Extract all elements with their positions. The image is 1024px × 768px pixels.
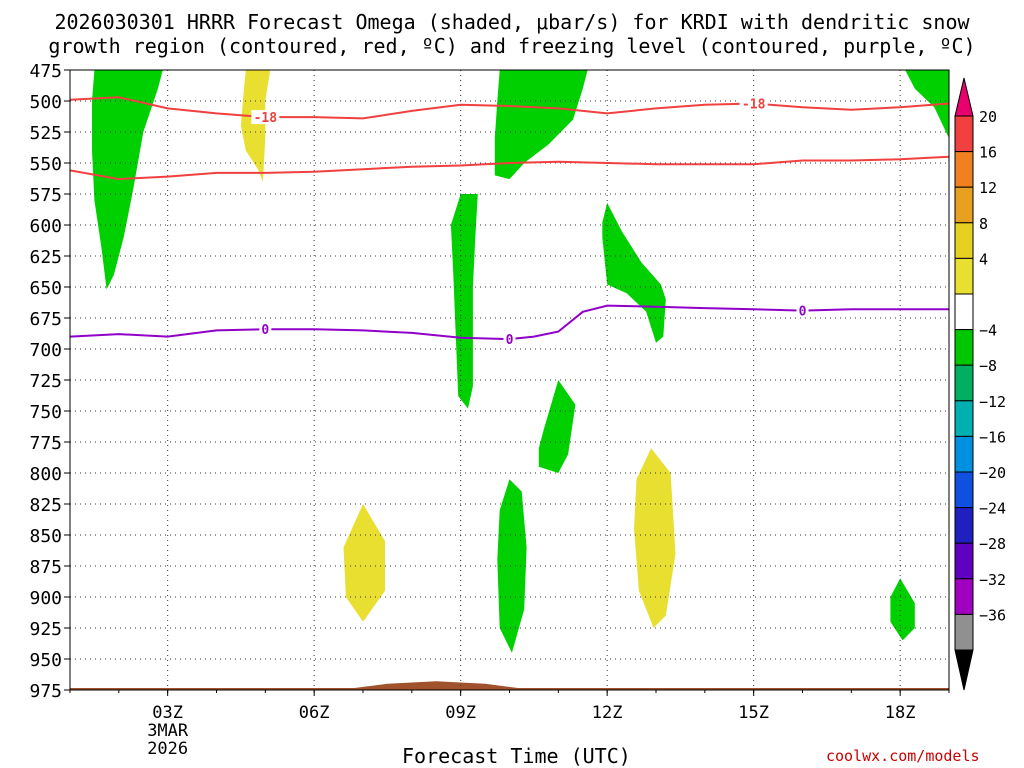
x-tick-label-15Z: 15Z [738,703,769,723]
y-tick-label-625: 625 [29,247,62,268]
colorbar-box-11 [954,507,974,544]
x-date-label-0: 3MAR [147,721,189,741]
shaded-region-7 [497,479,527,653]
y-tick-label-875: 875 [29,557,62,578]
x-tick-label-18Z: 18Z [885,703,916,723]
colorbar-box-7 [954,364,974,402]
contour-label-2-0: 0 [261,323,269,338]
shaded-region-1 [240,70,271,182]
y-tick-label-600: 600 [29,216,62,237]
y-tick-label-575: 575 [29,185,62,206]
contour-line-0 [70,96,949,120]
contour-label-2-2: 0 [799,305,807,320]
shaded-region-10 [890,578,915,641]
colorbar-label-13: −36 [979,606,1006,624]
chart-title-line-2: growth region (contoured, red, ºC) and f… [48,34,976,58]
contour-label-bg-2-2 [796,303,809,318]
colorbar-bottom-triangle [954,649,974,691]
colorbar-label-8: −16 [979,428,1006,446]
shaded-region-3 [905,70,949,139]
colorbar-label-7: −12 [979,393,1006,411]
colorbar-box-8 [954,400,974,437]
shaded-region-6 [538,380,576,473]
y-tick-label-475: 475 [29,61,62,82]
colorbar-box-14 [954,613,974,651]
shaded-region-2 [494,70,588,180]
colorbar-label-6: −8 [979,357,997,375]
x-date-label-1: 2026 [147,739,188,759]
colorbar-box-5 [954,293,974,331]
colorbar-box-10 [954,471,974,509]
terrain-band [70,688,949,690]
x-tick-label-12Z: 12Z [592,703,623,723]
contour-line-2 [70,304,949,341]
colorbar-top-triangle [954,77,974,117]
colorbar-box-13 [954,578,974,615]
colorbar-box-4 [954,257,974,295]
y-tick-label-850: 850 [29,526,62,547]
contour-label-bg-0-0 [251,110,280,125]
contour-label-bg-0-1 [739,96,768,111]
x-tick-label-03Z: 03Z [152,703,183,723]
contour-line-1 [70,155,949,181]
colorbar-box-2 [954,186,974,224]
colorbar-label-2: 12 [979,179,997,197]
colorbar-label-10: −24 [979,500,1006,518]
contour-label-bg-2-0 [259,322,272,337]
y-tick-label-550: 550 [29,154,62,175]
colorbar-label-4: 4 [979,250,988,268]
chart-title-line-1: 2026030301 HRRR Forecast Omega (shaded, … [54,10,970,34]
y-tick-label-950: 950 [29,650,62,671]
shaded-region-5 [602,202,666,343]
y-tick-label-700: 700 [29,340,62,361]
colorbar-box-9 [954,435,974,473]
y-tick-label-500: 500 [29,92,62,113]
colorbar-label-11: −28 [979,535,1006,553]
contour-label-0-1: -18 [742,97,766,112]
colorbar-label-9: −20 [979,464,1006,482]
colorbar-box-12 [954,542,974,580]
colorbar-box-0 [954,115,974,153]
y-tick-label-800: 800 [29,464,62,485]
contour-label-2-1: 0 [506,333,514,348]
colorbar-label-5: −4 [979,322,997,340]
y-tick-label-775: 775 [29,433,62,454]
x-tick-label-09Z: 09Z [445,703,476,723]
shaded-region-4 [450,194,478,409]
colorbar-box-1 [954,151,974,188]
shaded-region-9 [343,504,385,622]
colorbar-label-3: 8 [979,215,988,233]
y-tick-label-900: 900 [29,588,62,609]
colorbar-label-1: 16 [979,144,997,162]
contour-label-bg-2-1 [503,332,516,347]
shaded-region-8 [634,448,676,628]
colorbar-label-0: 20 [979,108,997,126]
plot-area: -18 -18 0 0 0 [70,70,949,690]
credit-link[interactable]: coolwx.com/models [826,747,980,765]
y-tick-label-750: 750 [29,402,62,423]
y-tick-label-725: 725 [29,371,62,392]
colorbar-label-12: −32 [979,571,1006,589]
colorbar-box-3 [954,222,974,259]
colorbar-box-6 [954,329,974,366]
y-tick-label-650: 650 [29,278,62,299]
y-tick-label-675: 675 [29,309,62,330]
contour-label-0-0: -18 [254,111,278,126]
y-tick-label-975: 975 [29,681,62,702]
y-tick-label-825: 825 [29,495,62,516]
x-tick-label-06Z: 06Z [299,703,330,723]
y-tick-label-925: 925 [29,619,62,640]
x-axis-label: Forecast Time (UTC) [402,744,631,768]
y-tick-label-525: 525 [29,123,62,144]
shaded-region-0 [92,70,163,290]
